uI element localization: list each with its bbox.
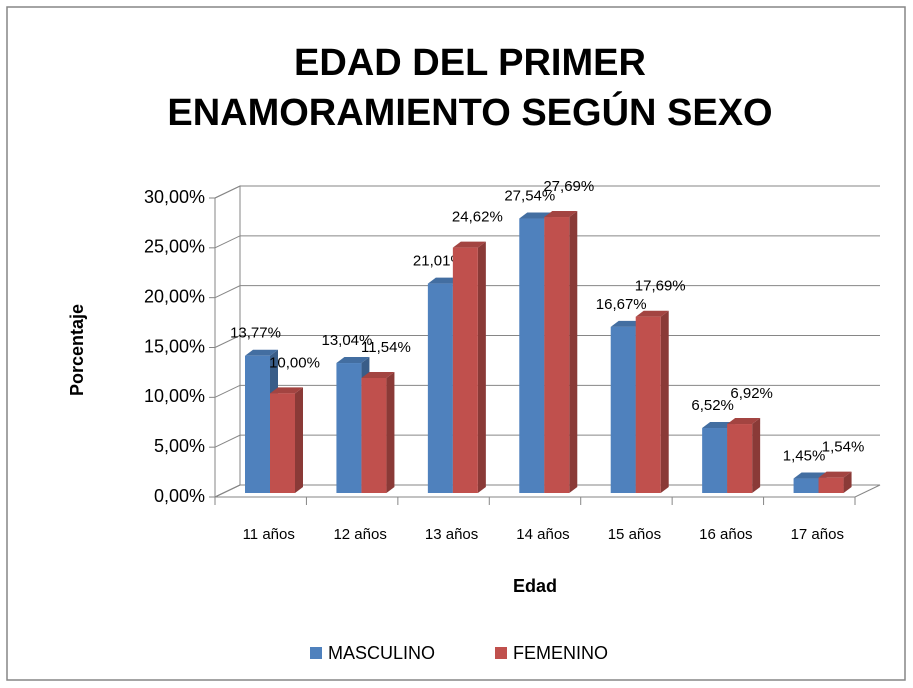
bar-top — [793, 472, 827, 479]
bar-top — [361, 371, 395, 378]
bar-top — [519, 212, 553, 219]
y-tick-label: 10,00% — [144, 386, 205, 406]
grid-line — [214, 185, 880, 199]
bar — [544, 217, 570, 493]
x-tick-label: 14 años — [516, 526, 569, 543]
data-label: 27,69% — [543, 178, 594, 195]
y-tick-label: 5,00% — [154, 436, 205, 456]
y-tick-label: 0,00% — [154, 486, 205, 506]
bar — [427, 283, 453, 493]
x-tick-label: 17 años — [791, 526, 844, 543]
x-axis-title: Edad — [513, 576, 557, 596]
bar — [361, 377, 387, 493]
data-label: 27,54% — [504, 187, 555, 204]
y-tick-label: 15,00% — [144, 336, 205, 356]
bar-top — [427, 277, 461, 284]
data-label: 13,04% — [321, 332, 372, 349]
legend-label: FEMENINO — [513, 643, 608, 663]
bar-top — [270, 387, 303, 394]
data-label: 11,54% — [361, 339, 411, 356]
bar-top — [635, 310, 669, 317]
x-tick-label: 15 años — [608, 526, 661, 543]
bar-top — [452, 241, 486, 248]
bar-side — [569, 211, 578, 493]
bar — [727, 424, 753, 493]
bar — [793, 478, 819, 493]
data-label: 10,00% — [269, 354, 320, 371]
data-label: 6,92% — [730, 385, 773, 402]
bar — [519, 218, 545, 493]
grid-line — [214, 285, 880, 299]
bar — [452, 247, 478, 493]
x-tick-label: 16 años — [699, 526, 752, 543]
bar-side — [752, 418, 761, 493]
bar — [818, 477, 844, 493]
bar — [245, 355, 270, 493]
bar — [610, 326, 636, 493]
bar — [702, 428, 728, 493]
y-tick-label: 30,00% — [144, 187, 205, 207]
bar-top — [818, 471, 852, 478]
data-label: 21,01% — [413, 253, 464, 270]
bar — [270, 393, 295, 493]
bar-top — [610, 320, 644, 327]
x-tick-label: 13 años — [425, 526, 478, 543]
data-label: 16,67% — [596, 296, 647, 313]
bar-side — [386, 371, 395, 493]
y-axis-title: Porcentaje — [67, 304, 87, 396]
legend-swatch — [310, 647, 322, 659]
data-label: 17,69% — [635, 278, 686, 295]
data-label: 24,62% — [452, 209, 503, 226]
data-label: 6,52% — [691, 397, 734, 414]
data-label: 1,45% — [783, 448, 826, 465]
bar — [336, 363, 362, 493]
bar — [635, 316, 661, 493]
bar-side — [660, 310, 669, 493]
x-tick-label: 11 años — [243, 526, 295, 543]
bar-top — [727, 418, 761, 425]
bar-top — [702, 422, 736, 429]
legend-swatch — [495, 647, 507, 659]
bar-top — [245, 349, 278, 356]
y-tick-label: 20,00% — [144, 286, 205, 306]
bar-side — [477, 241, 486, 493]
grid-line — [214, 235, 880, 249]
data-label: 1,54% — [822, 439, 865, 456]
chart-title: EDAD DEL PRIMER ENAMORAMIENTO SEGÚN SEXO — [167, 42, 773, 134]
bar-top — [544, 211, 578, 218]
bar-side — [295, 387, 303, 493]
data-label: 13,77% — [230, 325, 281, 342]
legend-label: MASCULINO — [328, 643, 435, 663]
x-tick-label: 12 años — [333, 526, 386, 543]
bar-top — [336, 357, 370, 364]
y-tick-label: 25,00% — [144, 237, 205, 257]
bar-side — [843, 471, 852, 493]
